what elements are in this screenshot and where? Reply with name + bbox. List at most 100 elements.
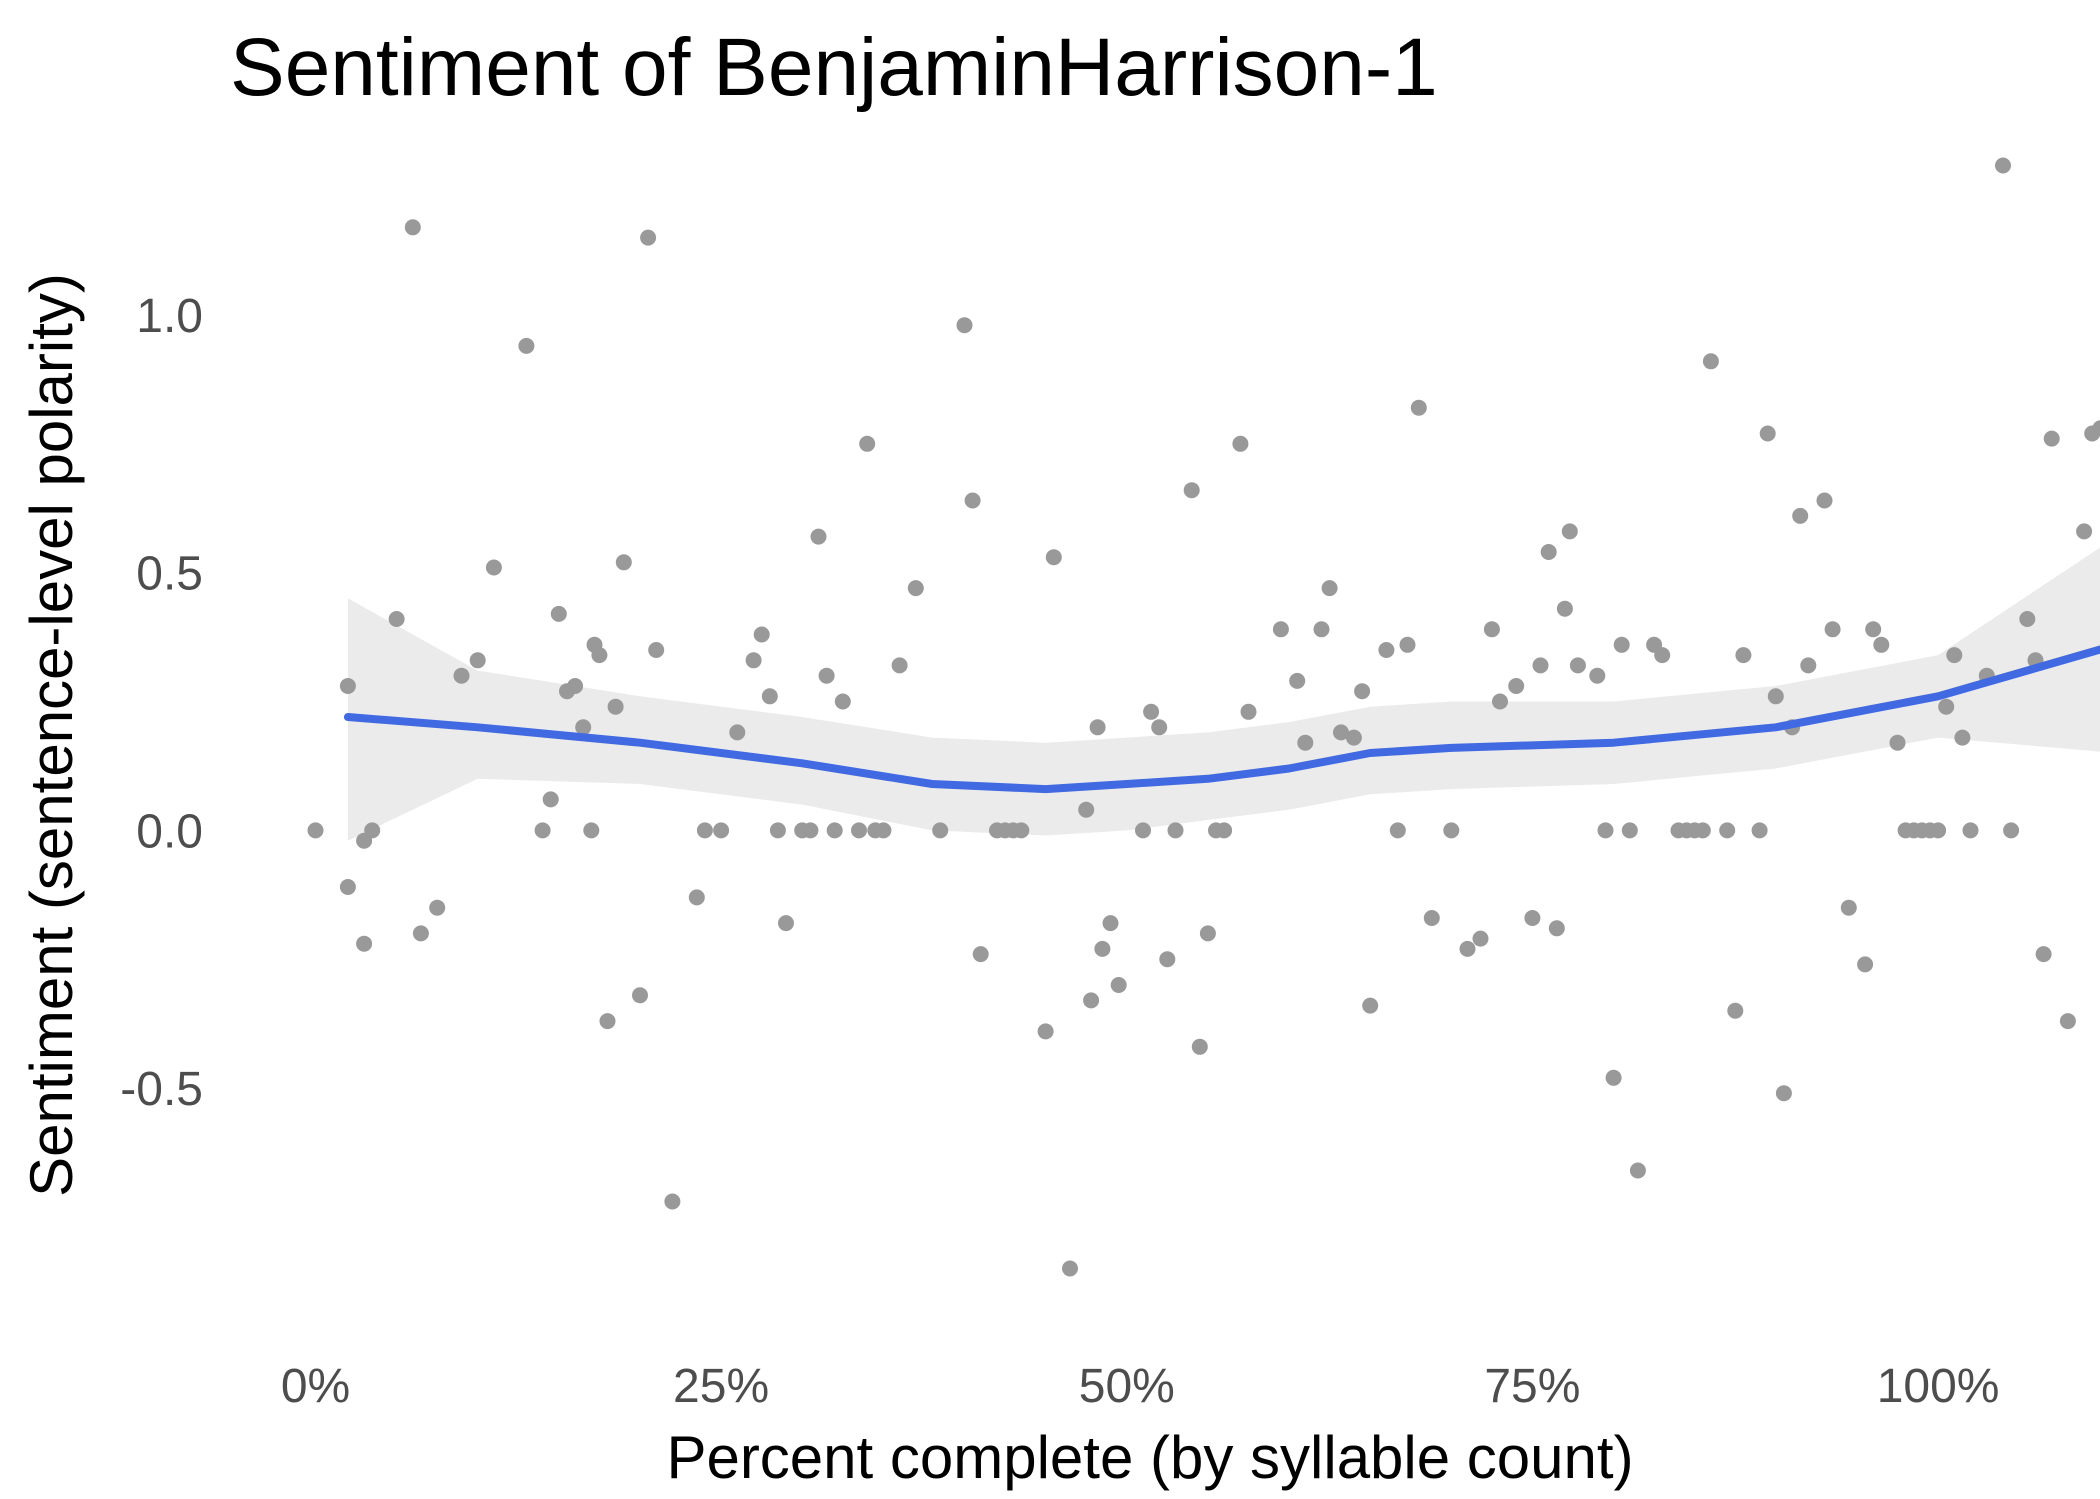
data-point <box>1492 693 1508 710</box>
data-point <box>932 822 949 839</box>
data-point <box>1151 719 1168 736</box>
data-point <box>1727 1002 1744 1019</box>
data-point <box>2019 611 2036 627</box>
data-point <box>891 657 908 674</box>
data-point <box>1472 930 1489 947</box>
data-point <box>1399 636 1416 653</box>
data-point <box>1548 920 1565 937</box>
data-point <box>1597 822 1614 839</box>
data-point <box>1702 353 1719 370</box>
data-point <box>1561 523 1578 540</box>
data-point <box>745 652 762 669</box>
data-point <box>583 822 600 839</box>
data-point <box>1159 951 1176 968</box>
data-point <box>1199 925 1216 942</box>
y-tick-label: 0.0 <box>136 805 203 858</box>
data-point <box>1946 647 1963 664</box>
confidence-ribbon-layer <box>347 547 2100 841</box>
data-point <box>1759 425 1776 442</box>
x-tick-label: 0% <box>281 1360 350 1413</box>
data-point <box>1191 1038 1208 1055</box>
data-point <box>1240 703 1257 720</box>
y-axis-ticks: 1.0 0.5 0.0 -0.5 <box>120 290 203 1116</box>
data-point <box>1167 822 1184 839</box>
data-point <box>696 822 713 839</box>
data-point <box>1423 910 1440 926</box>
data-point <box>761 688 778 705</box>
data-point <box>1078 801 1095 818</box>
data-point <box>1094 940 1111 957</box>
data-point <box>1694 822 1711 839</box>
smooth-trend-line <box>343 645 2100 794</box>
data-point <box>1954 729 1971 746</box>
data-point <box>599 1013 616 1030</box>
data-point <box>1297 734 1314 751</box>
data-point <box>2035 946 2052 963</box>
x-axis-title: Percent complete (by syllable count) <box>666 1424 1633 1491</box>
chart-title: Sentiment of BenjaminHarrison-1 <box>230 22 1438 113</box>
data-point <box>778 915 794 932</box>
data-point <box>1216 822 1233 839</box>
data-point <box>1840 899 1857 916</box>
data-point <box>1767 688 1784 705</box>
data-point <box>1865 621 1882 638</box>
data-point <box>664 1193 681 1210</box>
data-point <box>859 435 876 452</box>
data-point <box>412 925 429 942</box>
data-point <box>1459 940 1476 957</box>
data-point <box>1389 822 1406 839</box>
data-point <box>1873 636 1890 653</box>
data-point <box>607 698 624 715</box>
data-point <box>1483 621 1500 638</box>
data-point <box>907 580 924 597</box>
smooth-line-layer <box>343 645 2100 794</box>
data-point <box>1857 956 1874 973</box>
x-tick-label: 75% <box>1484 1360 1580 1413</box>
data-point <box>575 719 592 736</box>
data-point <box>307 822 324 839</box>
data-point <box>688 889 705 906</box>
data-point <box>1062 1260 1078 1277</box>
data-point <box>518 337 535 354</box>
data-point <box>810 528 827 545</box>
data-point <box>356 935 373 952</box>
data-point <box>542 791 559 808</box>
data-point <box>1556 600 1573 617</box>
data-point <box>1800 657 1817 674</box>
data-point <box>1272 621 1289 638</box>
data-point <box>1183 482 1200 499</box>
data-point <box>1378 642 1395 658</box>
data-point <box>1321 580 1338 597</box>
data-point <box>2003 822 2020 839</box>
x-tick-label: 100% <box>1877 1360 2000 1413</box>
data-point <box>1654 647 1671 664</box>
data-point <box>485 559 502 576</box>
data-point <box>1289 672 1306 689</box>
data-point <box>1037 1023 1054 1040</box>
data-point <box>1824 621 1841 638</box>
data-point <box>453 667 470 684</box>
data-point <box>567 678 584 694</box>
data-point <box>2092 420 2100 437</box>
data-point <box>818 667 835 684</box>
data-point <box>1524 910 1541 926</box>
data-point <box>1605 1069 1622 1086</box>
data-point <box>2076 523 2093 540</box>
data-point <box>1508 678 1525 694</box>
y-tick-label: 0.5 <box>136 548 203 601</box>
data-point <box>404 219 421 236</box>
data-point <box>632 987 648 1004</box>
data-point <box>1083 992 1100 1009</box>
data-point <box>591 647 608 664</box>
data-points-layer <box>307 157 2100 1277</box>
data-point <box>648 642 665 658</box>
data-point <box>1102 915 1119 932</box>
data-point <box>1333 724 1349 741</box>
confidence-ribbon <box>347 547 2100 841</box>
data-point <box>1532 657 1549 674</box>
data-point <box>1013 822 1030 839</box>
y-tick-label: -0.5 <box>120 1063 203 1116</box>
data-point <box>388 611 405 627</box>
data-point <box>875 822 892 839</box>
